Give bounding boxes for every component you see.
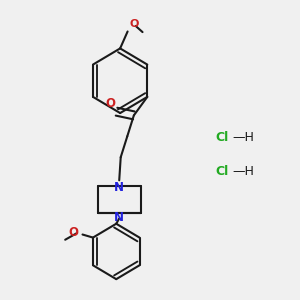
Text: O: O: [69, 226, 79, 238]
Text: —H: —H: [232, 165, 254, 178]
Text: N: N: [114, 212, 124, 224]
Text: N: N: [114, 181, 124, 194]
Text: O: O: [130, 19, 139, 29]
Text: Cl: Cl: [216, 131, 229, 144]
Text: O: O: [105, 97, 115, 110]
Text: —H: —H: [232, 131, 254, 144]
Text: Cl: Cl: [216, 165, 229, 178]
